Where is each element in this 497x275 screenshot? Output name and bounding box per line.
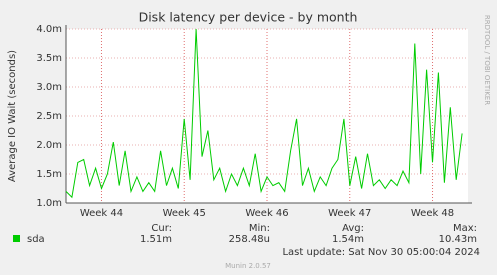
y-tick-label: 3.5m: [36, 53, 62, 64]
legend-label: sda: [27, 234, 45, 245]
stat-header: Max:: [453, 223, 477, 234]
y-tick-label: 1.0m: [36, 198, 62, 209]
y-tick-label: 4.0m: [36, 24, 62, 35]
side-note: RRDTOOL / TOBI OETIKER: [483, 15, 491, 105]
x-tick-label: Week 45: [163, 208, 206, 219]
legend-swatch: [13, 235, 20, 242]
y-axis-label: Average IO Wait (seconds): [7, 50, 18, 182]
y-tick-label: 3.0m: [36, 82, 62, 93]
y-tick-label: 2.0m: [36, 140, 62, 151]
x-tick-label: Week 44: [80, 208, 123, 219]
y-tick-label: 1.5m: [36, 169, 62, 180]
x-tick-label: Week 48: [411, 208, 454, 219]
stat-value: 258.48u: [229, 234, 270, 245]
y-tick-label: 2.5m: [36, 111, 62, 122]
chart-title: Disk latency per device - by month: [139, 10, 358, 25]
stat-value: 10.43m: [439, 234, 477, 245]
footer: Munin 2.0.57: [225, 262, 271, 270]
last-update: Last update: Sat Nov 30 05:00:04 2024: [282, 247, 480, 258]
stat-header: Cur:: [151, 223, 172, 234]
stat-value: 1.51m: [140, 234, 172, 245]
stat-header: Min:: [249, 223, 270, 234]
stat-header: Avg:: [342, 223, 364, 234]
data-line: [65, 28, 463, 199]
x-tick-label: Week 47: [328, 208, 371, 219]
stat-value: 1.54m: [332, 234, 364, 245]
x-tick-label: Week 46: [245, 208, 288, 219]
